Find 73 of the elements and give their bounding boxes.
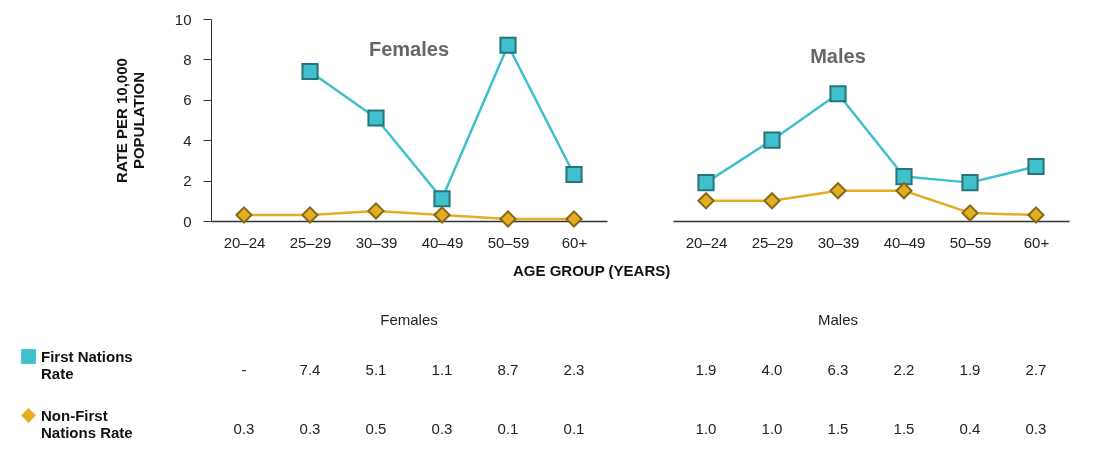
data-label: 2.7	[1025, 360, 1047, 378]
y-tick-label: 10	[174, 10, 192, 28]
point	[697, 192, 715, 210]
point	[961, 204, 979, 222]
data-label: 0.1	[497, 419, 519, 437]
text: Males	[810, 45, 866, 67]
point	[565, 165, 583, 184]
data-label: 0.3	[431, 419, 453, 437]
point	[499, 36, 517, 54]
data-label: 1.0	[695, 419, 717, 437]
point	[235, 206, 253, 224]
y-tick-label: 4	[183, 131, 192, 149]
x-tick-label: 40–49	[421, 233, 464, 251]
legend-label: Non-First Nations Rate	[41, 406, 133, 441]
point	[499, 210, 517, 228]
x-tick-label: 20–24	[685, 233, 728, 251]
point	[433, 206, 451, 224]
x-axis-title: AGE GROUP (YEARS)	[513, 262, 671, 279]
data-label: 0.4	[959, 419, 981, 437]
data-label: 1.5	[893, 419, 915, 437]
data-label: 1.0	[761, 419, 783, 437]
data-label: 0.1	[563, 419, 585, 437]
data-label: 1.1	[431, 360, 453, 378]
y-tick-label: 8	[183, 50, 192, 68]
y-tick-label: 6	[183, 91, 192, 109]
point	[1027, 157, 1045, 176]
text: -	[241, 360, 247, 378]
y-axis-title: RATE PER 10,000 POPULATION	[112, 58, 147, 183]
point	[697, 174, 715, 192]
point	[301, 206, 319, 224]
y-tick-label: 2	[183, 172, 192, 190]
point	[829, 85, 847, 103]
point	[367, 109, 385, 127]
data-label: 0.5	[365, 419, 387, 437]
data-label: 7.4	[299, 360, 321, 378]
data-label: 0.3	[299, 419, 321, 437]
point	[565, 210, 583, 228]
point	[895, 167, 913, 186]
point	[829, 182, 847, 200]
point	[895, 182, 913, 200]
point	[1027, 206, 1045, 224]
chart-title: Males	[817, 311, 859, 328]
data-label: 0.3	[233, 419, 255, 437]
data-label: 1.5	[827, 419, 849, 437]
data-label: 8.7	[497, 360, 519, 378]
point	[961, 174, 979, 192]
data-label: 2.2	[893, 360, 915, 378]
chart-title: Females	[380, 311, 438, 328]
legend-label: First Nations Rate	[41, 347, 133, 382]
x-tick-label: 25–29	[751, 233, 794, 251]
y-tick-label: 0	[183, 212, 192, 230]
point	[301, 62, 319, 81]
data-label: 6.3	[827, 360, 849, 378]
text: Females	[368, 38, 450, 60]
x-tick-label: 25–29	[289, 233, 332, 251]
point	[367, 202, 385, 220]
x-tick-label: 20–24	[223, 233, 266, 251]
x-tick-label: 60+	[1023, 233, 1050, 251]
data-label: 0.3	[1025, 419, 1047, 437]
x-tick-label: 50–59	[949, 233, 992, 251]
data-label: 1.9	[695, 360, 717, 378]
point	[763, 192, 781, 210]
x-tick-label: 50–59	[487, 233, 530, 251]
point	[763, 131, 781, 149]
data-label: 2.3	[563, 360, 585, 378]
x-tick-label: 40–49	[883, 233, 926, 251]
data-label: 1.9	[959, 360, 981, 378]
x-tick-label: 30–39	[355, 233, 398, 251]
x-tick-label: 30–39	[817, 233, 860, 251]
point	[433, 190, 451, 208]
x-tick-label: 60+	[561, 233, 588, 251]
data-label: 5.1	[365, 360, 387, 378]
data-label: 4.0	[761, 360, 783, 378]
